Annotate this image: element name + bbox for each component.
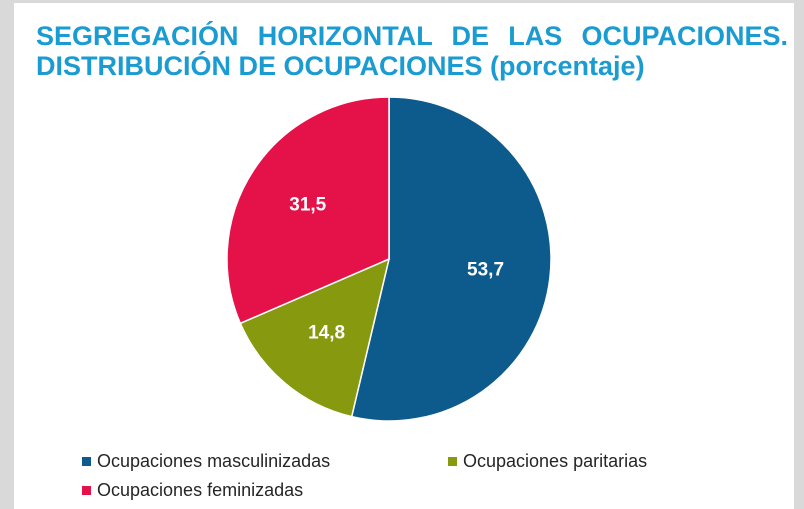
legend-swatch-feminizadas [82, 486, 91, 495]
legend-label-feminizadas: Ocupaciones feminizadas [97, 480, 304, 500]
legend-swatch-paritarias [448, 457, 457, 466]
window-frame-top [0, 0, 804, 3]
legend-label-paritarias: Ocupaciones paritarias [463, 451, 648, 471]
data-label-masculinizadas: 53,7 [467, 259, 504, 280]
pie-slice-masculinizadas [350, 96, 552, 422]
chart-title-line-2: DISTRIBUCIÓN DE OCUPACIONES (porcentaje) [36, 51, 645, 81]
legend-item-feminizadas: Ocupaciones feminizadas [82, 480, 303, 501]
data-label-feminizadas: 31,5 [289, 195, 326, 216]
chart-title: SEGREGACIÓN HORIZONTAL DE LAS OCUPACIONE… [36, 21, 788, 81]
pie-slice-paritarias [239, 257, 391, 418]
legend-label-masculinizadas: Ocupaciones masculinizadas [97, 451, 331, 471]
data-label-paritarias: 14,8 [308, 323, 345, 344]
window-frame-left [0, 0, 14, 509]
legend-swatch-masculinizadas [82, 457, 91, 466]
legend-item-paritarias: Ocupaciones paritarias [448, 451, 647, 472]
pie-slice-feminizadas [226, 96, 390, 325]
pie-chart: 53,7 14,8 31,5 [226, 96, 552, 422]
chart-title-line-1: SEGREGACIÓN HORIZONTAL DE LAS OCUPACIONE… [36, 21, 788, 51]
legend-item-masculinizadas: Ocupaciones masculinizadas [82, 451, 330, 472]
slide: SEGREGACIÓN HORIZONTAL DE LAS OCUPACIONE… [14, 3, 794, 509]
chart-legend: Ocupaciones masculinizadas Ocupaciones p… [82, 451, 762, 507]
window-frame-right [794, 0, 804, 509]
